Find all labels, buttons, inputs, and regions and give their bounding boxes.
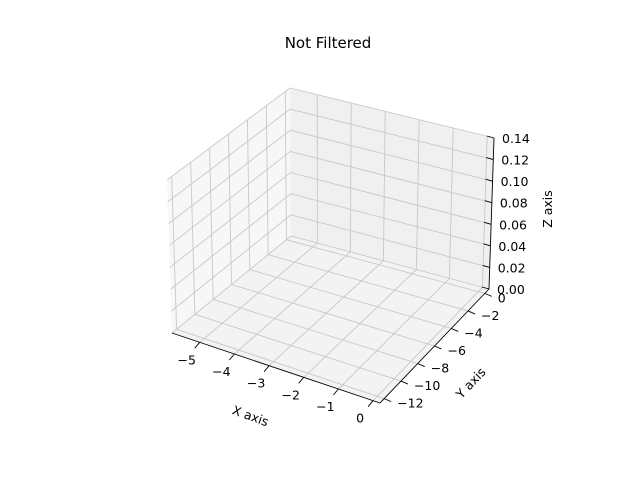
z-tick-mark-5 bbox=[485, 178, 493, 182]
grid-lines bbox=[166, 87, 495, 401]
y-tick-mark-3 bbox=[434, 345, 442, 350]
y-tick-label-6: 0 bbox=[498, 290, 506, 305]
y-tick-mark-2 bbox=[417, 363, 425, 367]
x-tick-label-2: −3 bbox=[247, 376, 265, 391]
y-tick-label-4: −4 bbox=[464, 325, 482, 340]
z-tick-label-2: 0.04 bbox=[498, 239, 526, 254]
y-tick-label-5: −2 bbox=[481, 308, 499, 323]
z-tick-label-5: 0.10 bbox=[501, 174, 529, 189]
pane-left bbox=[167, 88, 291, 333]
chart-title: Not Filtered bbox=[285, 34, 372, 52]
y-tick-label-1: −10 bbox=[414, 378, 440, 393]
pane-back bbox=[290, 88, 494, 289]
x-tick-mark-4 bbox=[333, 388, 339, 396]
z-tick-mark-1 bbox=[482, 264, 490, 268]
x-tick-label-5: 0 bbox=[356, 411, 364, 426]
x-tick-mark-3 bbox=[298, 377, 305, 384]
grid-z-6 bbox=[167, 108, 494, 203]
tick-labels: −5−4−3−2−10−12−10−8−6−4−200.000.020.040.… bbox=[178, 131, 530, 426]
z-tick-mark-7 bbox=[486, 135, 495, 139]
z-axis-label: Z axis bbox=[540, 190, 555, 228]
grid-z-2 bbox=[170, 193, 491, 290]
z-tick-label-4: 0.08 bbox=[500, 196, 528, 211]
grid-z-5 bbox=[168, 129, 493, 225]
x-axis-line bbox=[171, 332, 381, 404]
x-tick-label-0: −5 bbox=[178, 352, 196, 367]
z-tick-mark-2 bbox=[483, 243, 491, 247]
z-tick-label-0: 0.00 bbox=[497, 282, 525, 297]
x-tick-label-4: −1 bbox=[316, 399, 334, 414]
x-tick-mark-1 bbox=[229, 353, 235, 361]
z-tick-label-7: 0.14 bbox=[502, 131, 530, 146]
x-tick-mark-5 bbox=[367, 400, 374, 407]
y-tick-label-0: −12 bbox=[397, 396, 423, 411]
y-tick-label-2: −8 bbox=[431, 361, 449, 376]
grid-z-7 bbox=[166, 87, 495, 181]
x-tick-mark-2 bbox=[263, 365, 270, 372]
z-tick-mark-6 bbox=[486, 157, 494, 161]
y-tick-label-3: −6 bbox=[448, 343, 466, 358]
y-tick-mark-6 bbox=[484, 292, 492, 297]
z-tick-mark-4 bbox=[484, 200, 492, 204]
grid-z-3 bbox=[169, 172, 492, 268]
y-tick-mark-5 bbox=[467, 310, 476, 315]
y-tick-mark-1 bbox=[400, 380, 409, 385]
axes-panes bbox=[167, 88, 494, 403]
z-tick-mark-3 bbox=[484, 221, 492, 225]
z-tick-mark-0 bbox=[481, 286, 490, 290]
y-axis-label: Y axis bbox=[452, 364, 489, 402]
z-tick-label-3: 0.06 bbox=[499, 217, 527, 232]
grid-z-4 bbox=[168, 150, 492, 246]
z-axis-line bbox=[488, 137, 495, 290]
x-tick-label-1: −4 bbox=[212, 364, 230, 379]
x-tick-mark-0 bbox=[194, 342, 201, 349]
grid-z-0 bbox=[171, 235, 490, 334]
z-tick-label-1: 0.02 bbox=[498, 260, 526, 275]
y-tick-mark-4 bbox=[451, 328, 459, 332]
y-tick-mark-0 bbox=[384, 398, 392, 403]
axis-lines bbox=[171, 135, 495, 407]
grid-z-1 bbox=[171, 214, 490, 312]
x-tick-label-3: −2 bbox=[282, 387, 300, 402]
x-axis-label: X axis bbox=[230, 402, 270, 429]
z-tick-label-6: 0.12 bbox=[501, 153, 529, 168]
y-axis-line bbox=[379, 288, 490, 404]
